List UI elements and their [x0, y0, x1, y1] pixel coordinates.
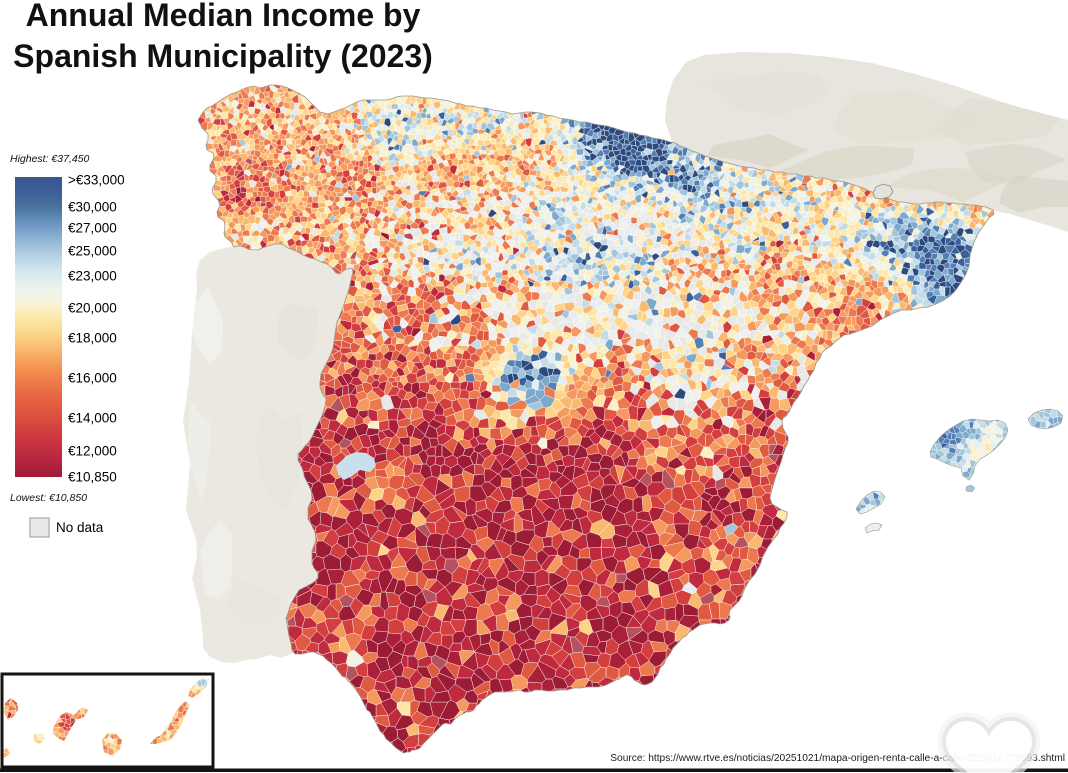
svg-text:€14,000: €14,000: [68, 411, 117, 426]
svg-text:Highest: €37,450: Highest: €37,450: [10, 153, 90, 165]
svg-text:€25,000: €25,000: [68, 244, 117, 259]
svg-text:Spanish Municipality (2023): Spanish Municipality (2023): [13, 38, 433, 74]
svg-text:€18,000: €18,000: [68, 331, 117, 346]
svg-text:€10,850: €10,850: [68, 470, 117, 485]
svg-text:Lowest: €10,850: Lowest: €10,850: [10, 492, 87, 504]
svg-text:€30,000: €30,000: [68, 200, 117, 215]
svg-text:Source: https://www.rtve.es/no: Source: https://www.rtve.es/noticias/202…: [610, 753, 1065, 764]
svg-text:€27,000: €27,000: [68, 221, 117, 236]
svg-text:>€33,000: >€33,000: [68, 173, 125, 188]
svg-text:No data: No data: [56, 520, 104, 535]
svg-text:€12,000: €12,000: [68, 444, 117, 459]
svg-text:€20,000: €20,000: [68, 301, 117, 316]
svg-text:€16,000: €16,000: [68, 371, 117, 386]
svg-text:€23,000: €23,000: [68, 269, 117, 284]
svg-text:Annual Median Income by: Annual Median Income by: [26, 0, 421, 33]
